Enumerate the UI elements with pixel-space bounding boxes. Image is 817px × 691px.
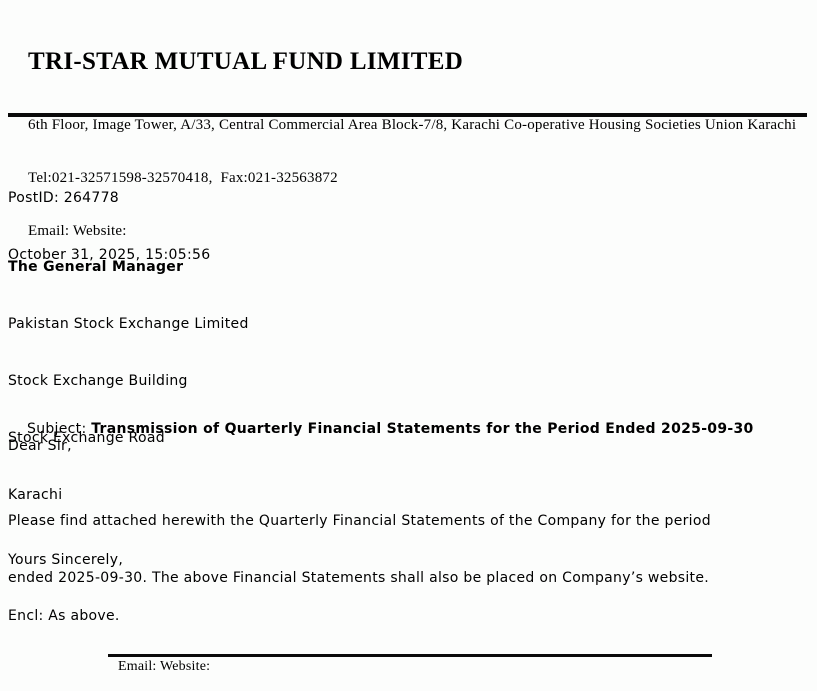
body-paragraph-line: ended 2025-09-30. The above Financial St… (8, 570, 710, 586)
closing: Yours Sincerely, (8, 552, 124, 568)
company-address: 6th Floor, Image Tower, A/33, Central Co… (28, 117, 797, 133)
meta-block: PostID: 264778 October 31, 2025, 15:05:5… (8, 151, 210, 303)
recipient-title: The General Manager (8, 259, 184, 275)
body-paragraph-line: Please find attached herewith the Quarte… (8, 513, 711, 529)
enclosure-note: Encl: As above. (8, 608, 120, 624)
footer-divider-rule (108, 654, 712, 657)
date-time: October 31, 2025, 15:05:56 (8, 247, 211, 263)
subject-text: Transmission of Quarterly Financial Stat… (91, 421, 754, 437)
footer-email-website: Email: Website: (118, 659, 211, 674)
subject-line: Subject: Transmission of Quarterly Finan… (8, 401, 754, 458)
header-divider-rule (8, 113, 807, 117)
subject-label: Subject: (27, 421, 92, 437)
body-paragraph: Please find attached herewith the Quarte… (8, 474, 788, 626)
recipient-line: Pakistan Stock Exchange Limited (8, 316, 249, 332)
salutation: Dear Sir, (8, 438, 72, 454)
company-name: TRI-STAR MUTUAL FUND LIMITED (28, 48, 464, 75)
recipient-line: Karachi (8, 487, 63, 503)
company-tel-fax: Tel:021-32571598-32570418, Fax:021-32563… (28, 170, 338, 186)
post-id: PostID: 264778 (8, 190, 120, 206)
recipient-block: The General Manager Pakistan Stock Excha… (8, 220, 249, 543)
recipient-line: Stock Exchange Road (8, 430, 165, 446)
letterhead: TRI-STAR MUTUAL FUND LIMITED 6th Floor, … (28, 10, 796, 276)
recipient-line: Stock Exchange Building (8, 373, 188, 389)
company-email-website: Email: Website: (28, 223, 127, 239)
